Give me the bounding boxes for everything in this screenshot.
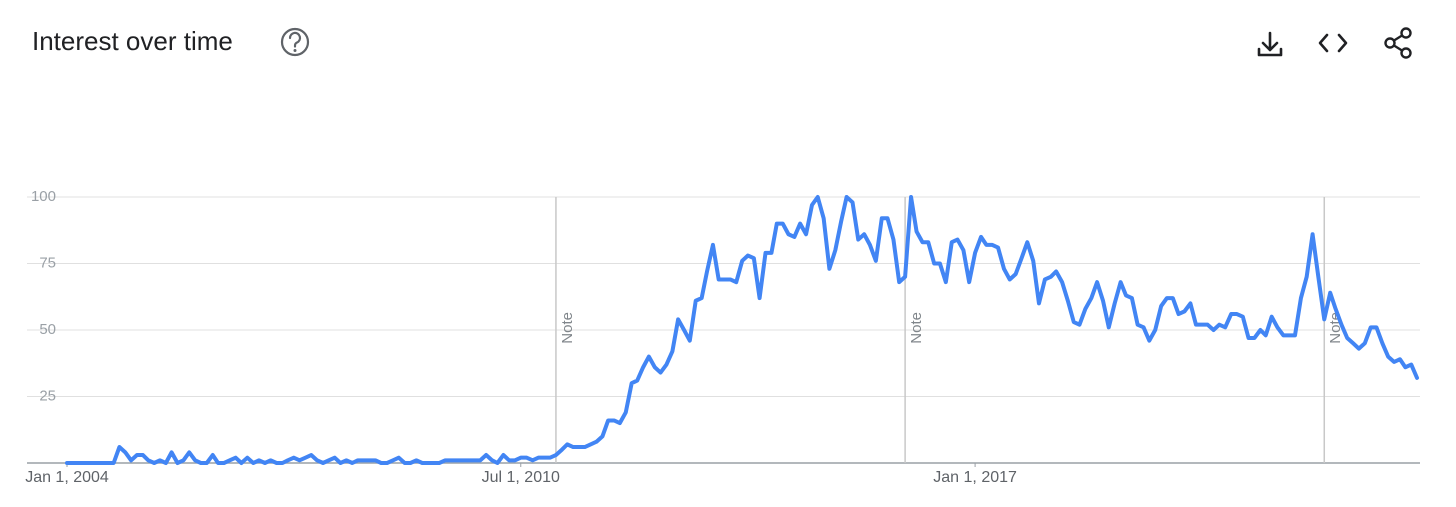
note-label: Note bbox=[559, 312, 576, 344]
x-tick-label: Jan 1, 2017 bbox=[933, 469, 1017, 486]
note-label: Note bbox=[908, 312, 925, 344]
embed-button[interactable] bbox=[1318, 33, 1348, 53]
y-tick-label: 50 bbox=[39, 321, 56, 338]
y-tick-label: 75 bbox=[39, 254, 56, 271]
x-tick-label: Jan 1, 2004 bbox=[25, 469, 109, 486]
y-tick-label: 100 bbox=[31, 188, 56, 205]
chart-title: Interest over time bbox=[32, 26, 233, 56]
help-icon[interactable] bbox=[280, 27, 310, 57]
x-tick-label: Jul 1, 2010 bbox=[482, 469, 560, 486]
y-tick-label: 25 bbox=[39, 387, 56, 404]
data-line bbox=[65, 195, 1419, 465]
share-button[interactable] bbox=[1384, 27, 1412, 59]
download-button[interactable] bbox=[1257, 31, 1283, 57]
